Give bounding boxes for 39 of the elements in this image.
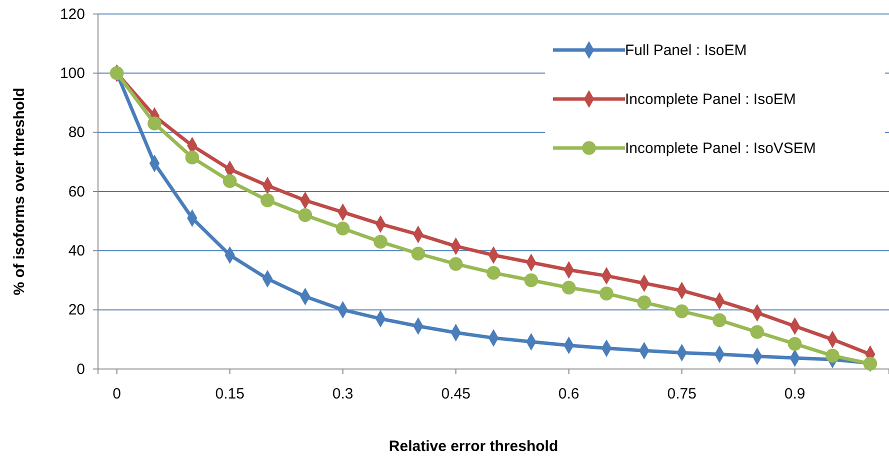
point bbox=[185, 150, 200, 164]
point bbox=[600, 286, 614, 300]
point bbox=[524, 273, 538, 288]
x-tick-label: 0.6 bbox=[558, 386, 580, 403]
point bbox=[148, 116, 162, 130]
point bbox=[750, 325, 764, 339]
point bbox=[222, 174, 237, 188]
y-tick-label: 80 bbox=[68, 124, 85, 142]
x-tick-label: 0.9 bbox=[784, 386, 806, 403]
y-tick-label: 20 bbox=[68, 302, 85, 319]
legend-label: Full Panel : IsoEM bbox=[625, 42, 747, 59]
x-tick-label: 0.75 bbox=[667, 386, 696, 403]
point bbox=[486, 266, 500, 280]
y-tick-label: 120 bbox=[60, 6, 85, 23]
point bbox=[637, 296, 652, 310]
point bbox=[298, 208, 312, 222]
point bbox=[788, 336, 802, 351]
y-tick-label: 100 bbox=[60, 64, 85, 82]
x-tick-label: 0 bbox=[112, 386, 122, 403]
y-axis-title: % of isoforms over threshold bbox=[11, 88, 28, 296]
point bbox=[336, 222, 350, 236]
point bbox=[260, 193, 274, 208]
x-tick-label: 0.3 bbox=[332, 386, 354, 403]
point bbox=[562, 280, 576, 295]
point bbox=[826, 348, 840, 363]
x-axis-title: Relative error threshold bbox=[388, 438, 558, 455]
point bbox=[448, 257, 463, 271]
legend-label: Incomplete Panel : IsoEM bbox=[625, 91, 796, 108]
point bbox=[863, 356, 878, 371]
x-tick-label: 0.15 bbox=[215, 386, 244, 403]
point bbox=[411, 246, 426, 261]
legend-label: Incomplete Panel : IsoVSEM bbox=[625, 140, 816, 157]
point bbox=[374, 234, 388, 249]
y-tick-label: 0 bbox=[76, 360, 85, 378]
point bbox=[674, 304, 689, 318]
y-tick-label: 60 bbox=[68, 183, 85, 200]
point bbox=[712, 313, 726, 328]
x-tick-label: 0.45 bbox=[441, 386, 470, 403]
y-tick-label: 40 bbox=[68, 242, 85, 260]
